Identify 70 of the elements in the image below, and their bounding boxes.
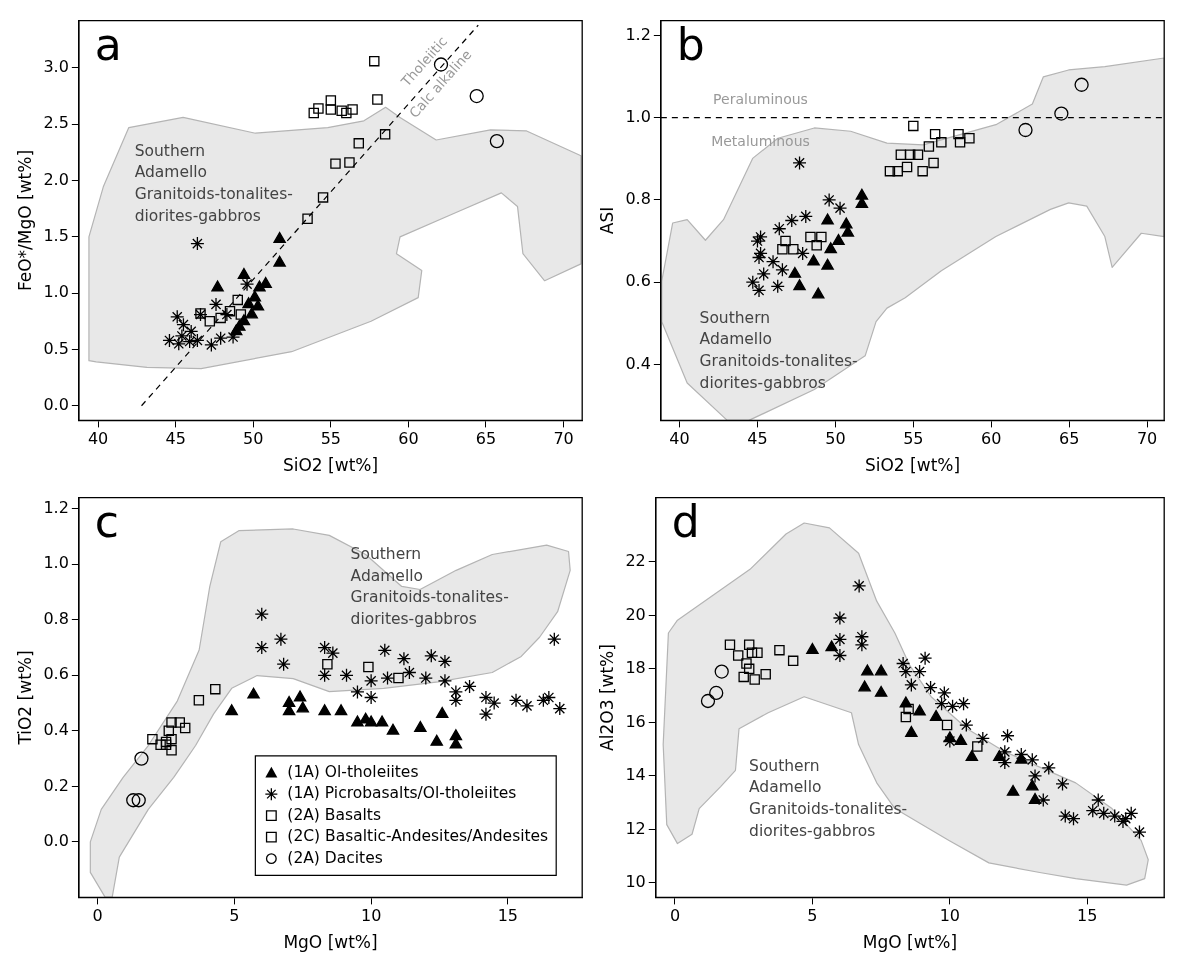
- y-tick-label: 18: [625, 658, 646, 678]
- y-tick-label: 2.5: [43, 113, 69, 133]
- x-tick-label: 60: [981, 429, 1002, 449]
- y-tick-label: 0.4: [625, 353, 651, 373]
- x-tick-label: 55: [903, 429, 924, 449]
- x-tick-label: 50: [243, 429, 264, 449]
- x-tick-label: 70: [553, 429, 574, 449]
- x-tick-label: 45: [747, 429, 768, 449]
- x-axis-title: MgO [wt%]: [862, 932, 958, 953]
- y-tick-label: 1.2: [43, 497, 69, 517]
- y-tick-label: 1.2: [625, 24, 651, 44]
- chart-title: a: [94, 19, 122, 71]
- x-tick-label: 15: [497, 906, 519, 926]
- y-tick-label: 1.0: [43, 553, 69, 573]
- x-tick-label: 65: [475, 429, 497, 449]
- x-tick-label: 55: [320, 429, 342, 449]
- legend-label: (2A) Dacites: [287, 848, 383, 867]
- y-tick-label: 0.8: [43, 608, 69, 628]
- x-tick-label: 60: [398, 429, 419, 449]
- legend-label: (1A) Ol-tholeiites: [287, 762, 419, 781]
- y-tick-label: 20: [625, 604, 646, 624]
- x-tick-label: 0: [92, 906, 103, 926]
- x-tick-label: 70: [1136, 429, 1158, 449]
- y-tick-label: 0.6: [43, 664, 69, 684]
- y-tick-label: 14: [625, 765, 646, 785]
- y-axis-title: FeO*/MgO [wt%]: [14, 149, 35, 292]
- x-tick-label: 40: [669, 429, 690, 449]
- chart-title: c: [94, 496, 120, 548]
- y-tick-label: 2.0: [43, 169, 69, 189]
- y-axis-title: TiO2 [wt%]: [14, 650, 35, 746]
- x-tick-label: 0: [669, 906, 681, 926]
- x-tick-label: 50: [825, 429, 846, 449]
- y-tick-label: 1.0: [625, 106, 651, 126]
- x-tick-label: 10: [939, 906, 961, 926]
- y-tick-label: 1.5: [43, 225, 69, 245]
- y-tick-label: 0.0: [43, 831, 69, 851]
- annotation: Southern Adamello Granitoids-tonalites- diorites-gabbros: [749, 756, 908, 840]
- y-axis-title: Al2O3 [wt%]: [596, 644, 617, 751]
- y-tick-label: 1.0: [43, 282, 69, 302]
- y-tick-label: 0.5: [43, 338, 69, 358]
- legend-label: (2C) Basaltic-Andesites/Andesites: [287, 827, 549, 846]
- y-tick-label: 3.0: [43, 57, 69, 77]
- y-tick-label: 0.6: [625, 271, 651, 291]
- x-axis-title: MgO [wt%]: [283, 932, 378, 953]
- x-tick-label: 45: [165, 429, 186, 449]
- annotation: Southern Adamello Granitoids-tonalites- diorites-gabbros: [134, 141, 293, 225]
- x-tick-label: 5: [229, 906, 240, 926]
- annotation: Southern Adamello Granitoids-tonalites- diorites-gabbros: [350, 545, 509, 629]
- y-tick-label: 16: [625, 711, 646, 731]
- y-tick-label: 0.4: [43, 719, 69, 739]
- chart-title: b: [676, 19, 705, 71]
- y-tick-label: 10: [625, 872, 646, 892]
- chart-title: d: [671, 496, 700, 548]
- y-tick-label: 12: [625, 818, 646, 838]
- y-tick-label: 0.8: [625, 189, 651, 209]
- x-axis-title: SiO2 [wt%]: [282, 455, 379, 476]
- x-tick-label: 10: [360, 906, 382, 926]
- x-tick-label: 65: [1058, 429, 1080, 449]
- x-tick-label: 40: [87, 429, 109, 449]
- x-tick-label: 15: [1077, 906, 1098, 926]
- y-tick-label: 0.0: [43, 394, 69, 414]
- y-axis-title: ASI: [596, 206, 617, 235]
- x-axis-title: SiO2 [wt%]: [864, 455, 961, 476]
- annotation: Peraluminous: [713, 91, 808, 108]
- y-tick-label: 22: [625, 550, 646, 570]
- legend-label: (2A) Basalts: [287, 805, 382, 824]
- x-tick-label: 5: [807, 906, 818, 926]
- y-tick-label: 0.2: [43, 775, 69, 795]
- legend-label: (1A) Picrobasalts/Ol-tholeiites: [287, 784, 517, 803]
- annotation: Southern Adamello Granitoids-tonalites- diorites-gabbros: [699, 308, 858, 392]
